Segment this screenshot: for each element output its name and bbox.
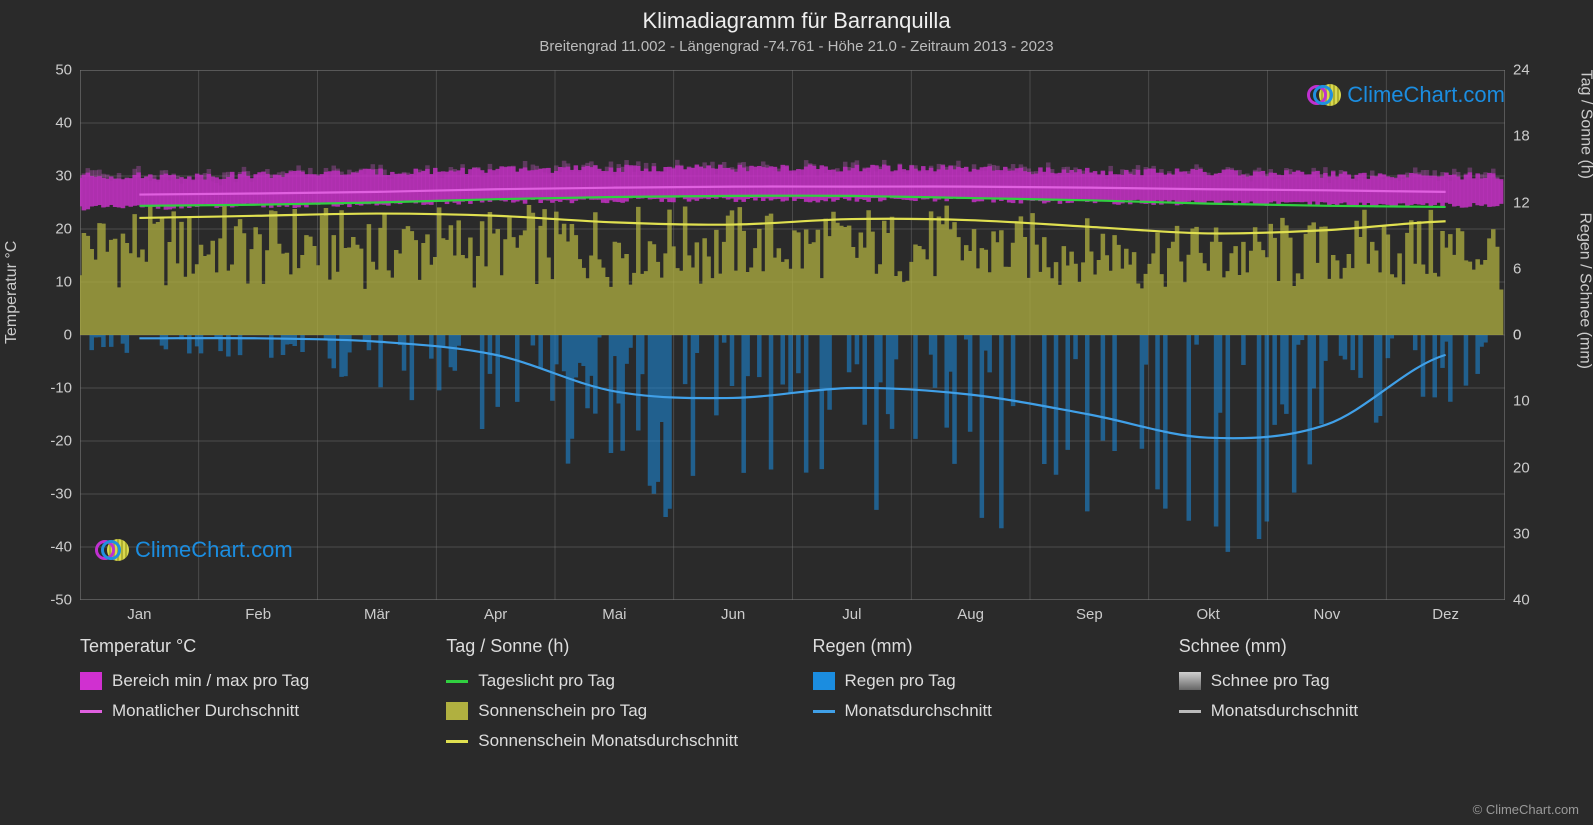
axis-tick-label: 30 [55, 168, 72, 185]
chart-subtitle: Breitengrad 11.002 - Längengrad -74.761 … [0, 38, 1593, 55]
axis-tick-label: Jan [127, 606, 151, 623]
legend-snow-avg: Monatsdurchschnitt [1179, 701, 1505, 721]
swatch-sunshine [446, 702, 468, 720]
watermark-top-right: ClimeChart.com [1307, 82, 1505, 108]
axis-tick-label: Mär [364, 606, 390, 623]
axis-tick-label: -40 [50, 539, 72, 556]
y-axis-label-right-top: Tag / Sonne (h) [1576, 70, 1593, 179]
chart-plot-area [80, 70, 1505, 600]
legend-sunshine: Sonnenschein pro Tag [446, 701, 772, 721]
swatch-rain [813, 672, 835, 690]
axis-tick-label: 10 [1513, 393, 1530, 410]
legend-rain-header: Regen (mm) [813, 636, 1139, 657]
axis-tick-label: Dez [1432, 606, 1459, 623]
axis-tick-label: -50 [50, 592, 72, 609]
axis-tick-label: Jul [842, 606, 861, 623]
legend-temp-range-label: Bereich min / max pro Tag [112, 671, 309, 691]
legend-rain: Regen (mm) Regen pro Tag Monatsdurchschn… [813, 636, 1139, 761]
axis-tick-label: Mai [602, 606, 626, 623]
axis-tick-label: 18 [1513, 128, 1530, 145]
climate-chart-container: Klimadiagramm für Barranquilla Breitengr… [0, 0, 1593, 825]
watermark-text: ClimeChart.com [135, 537, 293, 563]
axis-tick-label: 0 [1513, 327, 1521, 344]
axis-tick-label: 50 [55, 62, 72, 79]
legend-snow-header: Schnee (mm) [1179, 636, 1505, 657]
watermark-text: ClimeChart.com [1347, 82, 1505, 108]
axis-tick-label: Okt [1196, 606, 1219, 623]
axis-tick-label: 40 [55, 115, 72, 132]
axis-tick-label: 12 [1513, 194, 1530, 211]
swatch-temp-range [80, 672, 102, 690]
legend-temp-avg: Monatlicher Durchschnitt [80, 701, 406, 721]
y-axis-label-left: Temperatur °C [3, 241, 21, 344]
axis-tick-label: Sep [1076, 606, 1103, 623]
legend-rain-daily-label: Regen pro Tag [845, 671, 956, 691]
swatch-sunshine-avg [446, 740, 468, 743]
y-axis-label-right-bottom: Regen / Schnee (mm) [1576, 212, 1593, 369]
legend-temp: Temperatur °C Bereich min / max pro Tag … [80, 636, 406, 761]
axis-tick-label: Feb [245, 606, 271, 623]
climechart-icon [1307, 82, 1341, 108]
legend-temp-header: Temperatur °C [80, 636, 406, 657]
axis-tick-label: -10 [50, 380, 72, 397]
axis-tick-label: 24 [1513, 62, 1530, 79]
axis-tick-label: 20 [55, 221, 72, 238]
legend-snow-avg-label: Monatsdurchschnitt [1211, 701, 1358, 721]
axis-tick-label: Jun [721, 606, 745, 623]
swatch-daylight [446, 680, 468, 683]
axis-tick-label: 0 [64, 327, 72, 344]
legend-daylight-label: Tageslicht pro Tag [478, 671, 615, 691]
legend-snow: Schnee (mm) Schnee pro Tag Monatsdurchsc… [1179, 636, 1505, 761]
axis-tick-label: 20 [1513, 459, 1530, 476]
axis-tick-label: Nov [1314, 606, 1341, 623]
axis-tick-label: Aug [957, 606, 984, 623]
footer-copyright: © ClimeChart.com [1473, 802, 1579, 817]
axis-tick-label: -30 [50, 486, 72, 503]
legend-rain-avg-label: Monatsdurchschnitt [845, 701, 992, 721]
swatch-temp-avg [80, 710, 102, 713]
legend-rain-avg: Monatsdurchschnitt [813, 701, 1139, 721]
swatch-snow-avg [1179, 710, 1201, 713]
axis-tick-label: 30 [1513, 525, 1530, 542]
legend-rain-daily: Regen pro Tag [813, 671, 1139, 691]
legend-temp-avg-label: Monatlicher Durchschnitt [112, 701, 299, 721]
axis-tick-label: 10 [55, 274, 72, 291]
axis-tick-label: 6 [1513, 260, 1521, 277]
axis-tick-label: 40 [1513, 592, 1530, 609]
legend-sunshine-avg: Sonnenschein Monatsdurchschnitt [446, 731, 772, 751]
legend-sun: Tag / Sonne (h) Tageslicht pro Tag Sonne… [446, 636, 772, 761]
swatch-snow [1179, 672, 1201, 690]
legend-sunshine-avg-label: Sonnenschein Monatsdurchschnitt [478, 731, 738, 751]
legend-sunshine-label: Sonnenschein pro Tag [478, 701, 647, 721]
swatch-rain-avg [813, 710, 835, 713]
legend-snow-daily: Schnee pro Tag [1179, 671, 1505, 691]
chart-title: Klimadiagramm für Barranquilla [0, 0, 1593, 34]
axis-tick-label: -20 [50, 433, 72, 450]
legend-snow-daily-label: Schnee pro Tag [1211, 671, 1330, 691]
legend-sun-header: Tag / Sonne (h) [446, 636, 772, 657]
legend-area: Temperatur °C Bereich min / max pro Tag … [80, 636, 1505, 761]
climechart-icon [95, 537, 129, 563]
legend-daylight: Tageslicht pro Tag [446, 671, 772, 691]
axis-tick-label: Apr [484, 606, 507, 623]
legend-temp-range: Bereich min / max pro Tag [80, 671, 406, 691]
watermark-bottom-left: ClimeChart.com [95, 537, 293, 563]
